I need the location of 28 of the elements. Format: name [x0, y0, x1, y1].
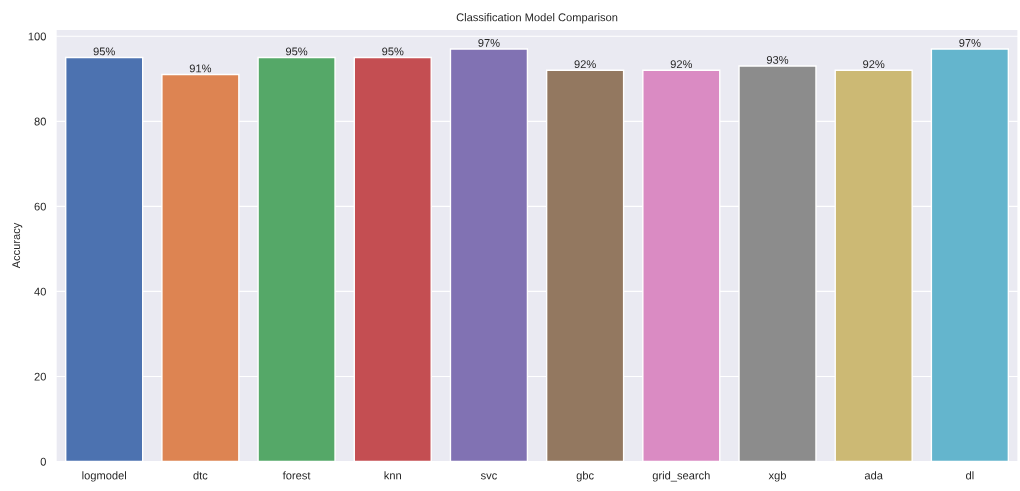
data-label: 95% [285, 47, 308, 56]
data-label: 95% [93, 47, 115, 56]
y-tick-label: 100 [28, 32, 46, 41]
x-tick-label: ada [864, 471, 883, 480]
y-tick-label: 60 [34, 202, 46, 211]
x-tick-label: grid_search [652, 471, 710, 482]
x-tick-label: dl [966, 471, 974, 480]
chart-title: Classification Model Comparison [456, 13, 618, 24]
data-label: 92% [863, 60, 885, 69]
y-axis-title: Accuracy [12, 222, 23, 269]
y-tick-label: 80 [34, 117, 46, 126]
data-label: 91% [189, 64, 212, 73]
x-tick-label: dtc [193, 471, 208, 480]
data-label: 92% [574, 60, 596, 69]
data-label: 95% [382, 47, 404, 56]
x-tick-label: gbc [576, 471, 594, 482]
y-tick-label: 40 [34, 287, 46, 296]
data-label: 97% [959, 38, 981, 47]
y-tick-label: 0 [40, 457, 46, 466]
x-tick-label: knn [384, 471, 401, 480]
data-label: 97% [478, 38, 500, 47]
data-label: 92% [670, 60, 693, 69]
y-tick-label: 20 [34, 372, 46, 381]
data-label: 93% [766, 55, 789, 64]
x-tick-label: svc [480, 473, 497, 480]
x-tick-label: xgb [768, 471, 786, 482]
x-tick-label: logmodel [82, 471, 126, 482]
x-tick-label: forest [282, 471, 311, 480]
